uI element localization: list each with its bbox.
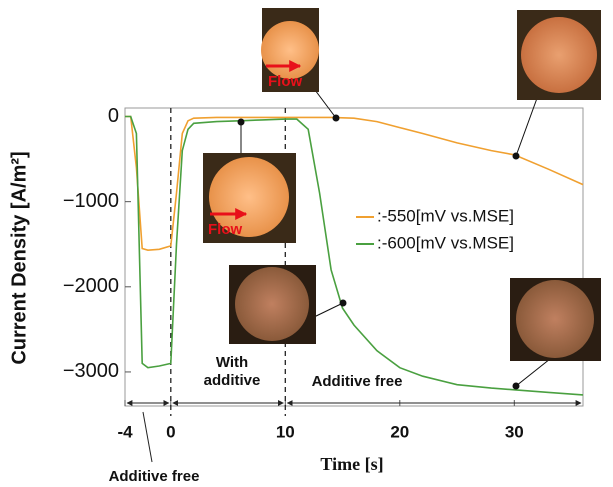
y-tick-label: −1000 — [63, 190, 119, 212]
leader-line — [312, 303, 343, 318]
legend-label: :-550[mV vs.MSE] — [377, 206, 514, 225]
x-axis-label: Time [s] — [320, 454, 383, 474]
dot — [333, 115, 340, 122]
x-tick-label: 30 — [505, 422, 524, 441]
x-tick-label: 20 — [390, 422, 409, 441]
x-tick-label: 10 — [276, 422, 295, 441]
dot — [238, 119, 245, 126]
x-tick-label: 0 — [166, 422, 175, 441]
x-tick-label: -4 — [117, 422, 133, 441]
y-tick-label: 0 — [108, 105, 119, 127]
page: Current Density [A/m²] Time [s] Additive… — [0, 0, 613, 487]
photo-disc — [261, 21, 319, 79]
leader-line — [143, 412, 152, 462]
annotation: Additive free — [109, 468, 200, 485]
chart: Current Density [A/m²] Time [s] Additive… — [0, 0, 613, 487]
photo-disc — [521, 17, 597, 93]
y-tick-label: −2000 — [63, 275, 119, 297]
legend-label: :-600[mV vs.MSE] — [377, 233, 514, 252]
y-axis-label: Current Density [A/m²] — [8, 151, 30, 364]
annotation: Additive free — [312, 373, 403, 390]
photos: Flow Flow — [203, 8, 601, 386]
photo-disc — [235, 267, 309, 341]
flow-label: Flow — [268, 73, 302, 90]
flow-label: Flow — [208, 221, 242, 238]
series-line — [125, 117, 583, 251]
photo-disc — [516, 280, 594, 358]
dot — [513, 153, 520, 160]
annotation: With additive — [197, 354, 267, 390]
y-tick-label: −3000 — [63, 360, 119, 382]
plot-frame — [125, 108, 583, 406]
dot — [513, 383, 520, 390]
dot — [340, 300, 347, 307]
